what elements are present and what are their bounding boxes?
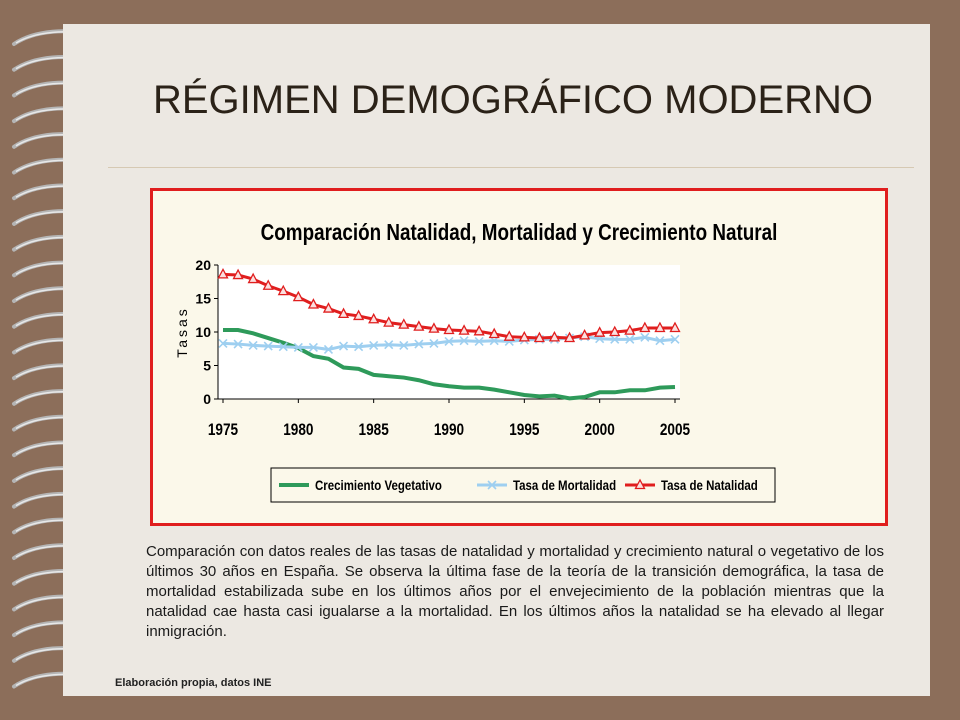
x-tick-label: 2005: [660, 421, 691, 440]
chart-svg: 0 5 10 15 20 1975 1980 1985 1990 1995 2000 2005 Tasa…: [174, 257, 776, 503]
legend-box: [270, 467, 776, 503]
mortalidad-point: [399, 340, 409, 350]
legend-label: Tasa de Mortalidad: [513, 477, 616, 493]
y-tick-label: 0: [203, 391, 211, 407]
legend-marker: [634, 478, 646, 490]
mortalidad-point: [263, 341, 273, 351]
mortalidad-point: [444, 336, 454, 346]
natalidad-point: [548, 330, 561, 342]
natalidad-point: [443, 323, 455, 335]
mortalidad-point: [278, 342, 288, 352]
natalidad-point: [368, 312, 380, 324]
mortalidad-point: [248, 340, 258, 350]
y-tick-label: 5: [203, 358, 211, 374]
x-tick-label: 2000: [585, 421, 615, 440]
mortalidad-point: [640, 332, 650, 342]
mortalidad-point: [218, 338, 228, 348]
mortalidad-point: [323, 344, 334, 354]
natalidad-point: [262, 279, 274, 290]
mortalidad-point: [459, 336, 469, 346]
natalidad-point: [247, 272, 259, 284]
natalidad-point: [654, 321, 666, 333]
mortalidad-point: [384, 340, 394, 350]
natalidad-point: [488, 327, 500, 339]
natalidad-point: [518, 330, 530, 342]
natalidad-point: [609, 325, 621, 337]
x-tick-label: 1980: [283, 421, 313, 440]
mortalidad-point: [233, 339, 243, 349]
mortalidad-point: [429, 338, 439, 348]
mortalidad-point: [293, 342, 303, 352]
description-text: Comparación con datos reales de las tasa…: [146, 543, 884, 640]
x-tick-label: 1985: [359, 421, 390, 440]
slide: RÉGIMEN DEMOGRÁFICO MODERNO Comparación …: [63, 24, 930, 696]
y-tick-label: 10: [195, 324, 211, 340]
slide-title: RÉGIMEN DEMOGRÁFICO MODERNO: [152, 78, 874, 122]
natalidad-point: [337, 307, 350, 319]
legend-label: Tasa de Natalidad: [661, 477, 758, 493]
mortalidad-point: [655, 336, 665, 346]
chart-title: Comparación Natalidad, Mortalidad y Crec…: [260, 219, 778, 245]
natalidad-point: [503, 330, 515, 341]
mortalidad-point: [670, 334, 680, 344]
natalidad-point: [277, 284, 289, 296]
mortalidad-point: [610, 334, 620, 344]
mortalidad-point: [354, 342, 364, 352]
x-tick-label: 1990: [434, 421, 464, 440]
mortalidad-point: [338, 341, 349, 351]
legend-marker: [487, 480, 497, 490]
x-tick-label: 1975: [208, 421, 239, 440]
natalidad-point: [322, 302, 335, 313]
natalidad-point: [473, 324, 485, 336]
natalidad-point: [533, 331, 545, 343]
natalidad-point: [594, 326, 606, 337]
natalidad-point: [639, 321, 651, 333]
natalidad-point: [232, 268, 244, 280]
y-tick-label: 20: [195, 257, 211, 273]
legend-label: Crecimiento Vegetativo: [315, 477, 442, 493]
mortalidad-point: [474, 336, 484, 346]
natalidad-point: [563, 331, 576, 343]
natalidad-point: [428, 322, 440, 333]
natalidad-point: [292, 290, 304, 302]
title-divider: [108, 167, 914, 168]
natalidad-point: [353, 309, 365, 321]
mortalidad-point: [625, 334, 635, 344]
mortalidad-point: [369, 340, 379, 350]
natalidad-point: [579, 328, 591, 340]
mortalidad-point: [308, 342, 318, 352]
y-axis-label: Tasas: [174, 306, 190, 358]
chart-container: Comparación Natalidad, Mortalidad y Crec…: [150, 188, 888, 526]
x-tick-label: 1995: [509, 421, 540, 440]
natalidad-point: [307, 298, 319, 309]
natalidad-point: [398, 318, 410, 329]
natalidad-point: [217, 267, 229, 279]
source-note: Elaboración propia, datos INE: [115, 677, 272, 689]
mortalidad-point: [414, 339, 424, 349]
y-tick-label: 15: [195, 291, 211, 307]
natalidad-point: [669, 321, 681, 333]
natalidad-point: [458, 324, 470, 335]
natalidad-point: [383, 316, 395, 327]
natalidad-point: [413, 320, 425, 331]
natalidad-point: [624, 324, 636, 335]
